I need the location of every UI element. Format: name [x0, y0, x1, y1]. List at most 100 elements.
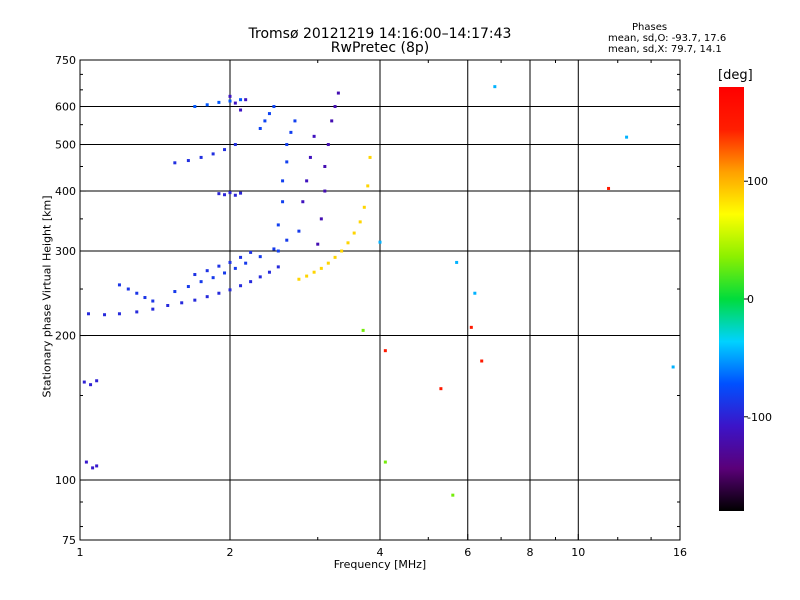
x-tick-label: 6 — [464, 546, 471, 559]
y-axis-ticks: 75 100 200 300 400 500 600 750 — [55, 54, 680, 547]
data-point — [249, 280, 253, 284]
data-point — [244, 98, 248, 102]
data-point — [186, 159, 190, 163]
data-point — [193, 273, 197, 277]
data-point — [217, 291, 221, 295]
data-point — [276, 265, 280, 269]
data-point — [285, 143, 289, 147]
data-point — [480, 359, 484, 363]
data-point — [151, 307, 155, 311]
data-point — [193, 298, 197, 302]
data-point — [312, 134, 316, 138]
data-point — [193, 105, 197, 109]
data-point — [205, 269, 209, 273]
colorbar-tick-label: 0 — [747, 293, 754, 306]
data-point — [625, 135, 629, 139]
data-point — [239, 255, 243, 259]
data-point — [276, 249, 280, 253]
data-point — [173, 290, 177, 294]
data-point — [281, 200, 285, 204]
data-point — [267, 112, 271, 116]
data-point — [223, 271, 227, 275]
data-point — [117, 283, 121, 287]
data-point — [281, 179, 285, 183]
data-point — [233, 143, 237, 147]
data-point — [103, 313, 107, 317]
data-point — [233, 266, 237, 270]
x-tick-label: 2 — [227, 546, 234, 559]
data-point — [82, 380, 86, 384]
data-point — [323, 164, 327, 168]
data-point — [330, 119, 334, 123]
data-point — [340, 249, 344, 253]
colorbar-tick-label: -100 — [747, 411, 772, 424]
data-point — [333, 255, 337, 259]
data-point — [366, 184, 370, 188]
data-point — [285, 238, 289, 242]
x-tick-label: 4 — [377, 546, 384, 559]
data-point — [84, 460, 88, 464]
data-point — [276, 223, 280, 227]
data-point — [211, 276, 215, 280]
x-tick-label: 8 — [527, 546, 534, 559]
data-point — [233, 193, 237, 197]
data-point — [239, 191, 243, 195]
data-point — [361, 328, 365, 332]
data-point — [439, 387, 443, 391]
colorbar-ticks: 100 0 -100 — [744, 175, 772, 424]
data-point — [239, 108, 243, 112]
data-point — [89, 383, 93, 387]
data-point — [285, 160, 289, 164]
data-point — [199, 155, 203, 159]
data-point — [346, 241, 350, 245]
data-point — [239, 98, 243, 102]
data-point — [228, 260, 232, 264]
data-point — [671, 365, 675, 369]
data-point — [297, 229, 301, 233]
data-point — [205, 103, 209, 107]
data-point — [293, 119, 297, 123]
data-point — [319, 217, 323, 221]
data-point — [95, 464, 99, 468]
data-point — [319, 266, 323, 270]
data-point — [305, 179, 309, 183]
x-tick-label: 16 — [673, 546, 687, 559]
data-point — [217, 100, 221, 104]
data-point — [469, 325, 473, 329]
data-point — [211, 152, 215, 156]
colorbar-tick-label: 100 — [747, 175, 768, 188]
data-point — [233, 101, 237, 105]
data-point — [323, 189, 327, 193]
data-point — [493, 85, 497, 89]
y-tick-label: 300 — [55, 245, 76, 258]
chart-title-line2: RwPretec (8p) — [330, 40, 430, 56]
data-point — [368, 155, 372, 159]
data-point — [258, 255, 262, 259]
data-point — [199, 280, 203, 284]
data-point — [297, 277, 301, 281]
data-point — [228, 94, 232, 98]
data-point — [308, 155, 312, 159]
colorbar-unit: [deg] — [718, 68, 753, 83]
data-point — [91, 466, 95, 470]
data-point — [151, 299, 155, 303]
data-point — [95, 379, 99, 383]
x-tick-label: 1 — [77, 546, 84, 559]
data-point — [383, 349, 387, 353]
y-tick-label: 400 — [55, 185, 76, 198]
data-point — [173, 161, 177, 165]
data-point — [117, 312, 121, 316]
data-point — [126, 287, 130, 291]
phase-stats-x: mean, sd,X: 79.7, 14.1 — [608, 44, 722, 55]
data-point — [358, 220, 362, 224]
data-point — [333, 105, 337, 109]
data-point — [607, 186, 611, 190]
x-axis-title: Frequency [MHz] — [333, 558, 427, 571]
y-tick-label: 75 — [62, 534, 76, 547]
data-point — [249, 250, 253, 254]
chart-title-line1: Tromsø 20121219 14:16:00–14:17:43 — [248, 26, 512, 42]
data-point — [336, 91, 340, 95]
data-points — [82, 85, 675, 497]
x-tick-label: 10 — [571, 546, 585, 559]
